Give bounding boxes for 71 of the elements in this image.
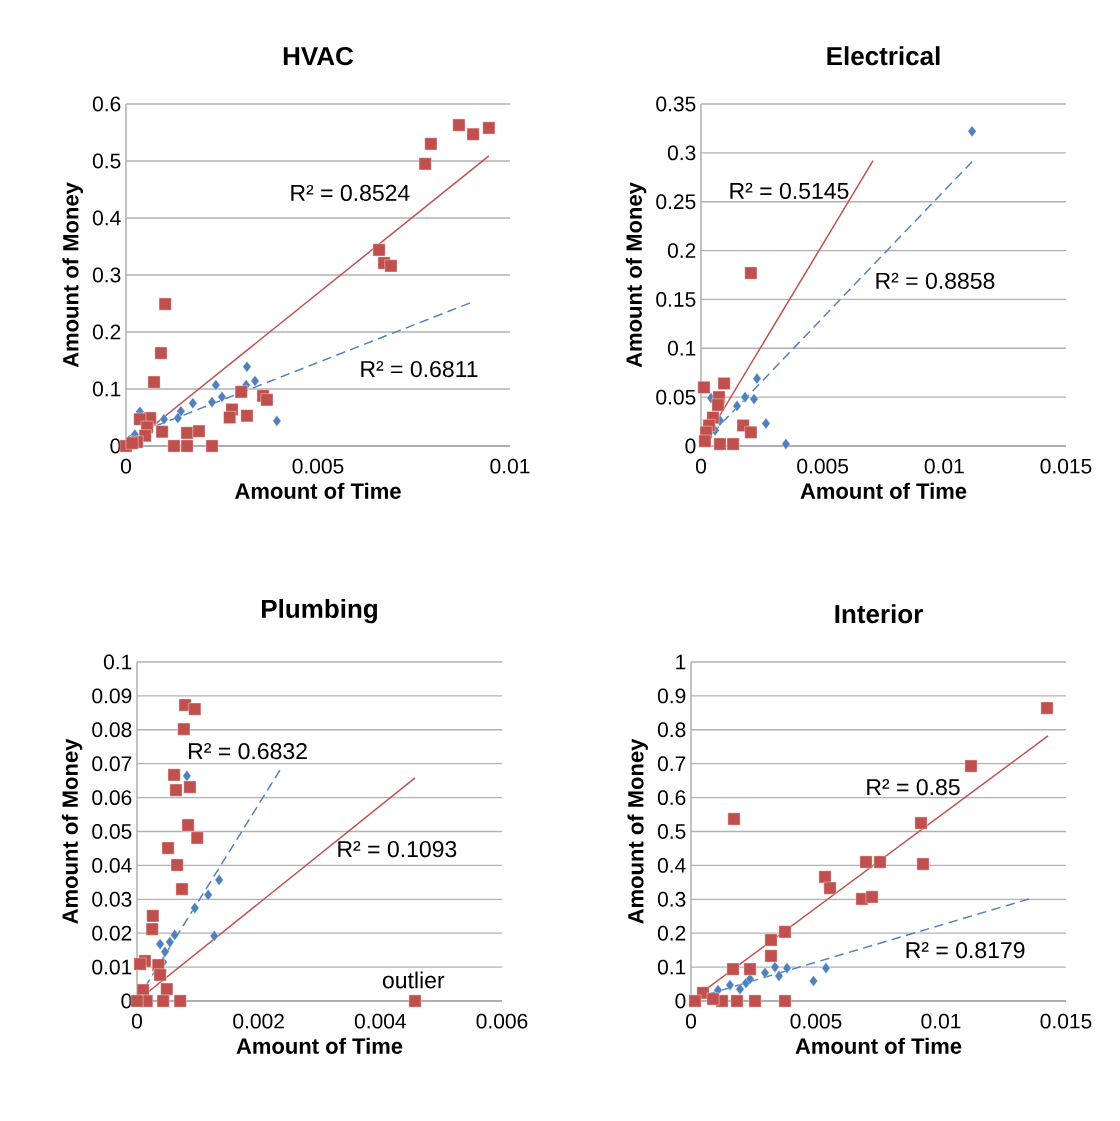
y-tick-label: 0.1 xyxy=(92,381,121,397)
y-tick-label: 0.06 xyxy=(92,790,132,806)
annotation: R² = 0.1093 xyxy=(338,840,457,858)
y-tick-label: 0.5 xyxy=(657,824,686,839)
x-axis-title: Amount of Time xyxy=(800,482,967,499)
annotation: R² = 0.8858 xyxy=(876,272,995,289)
annotation: R² = 0.8179 xyxy=(906,942,1025,959)
y-tick-label: 0.08 xyxy=(92,722,132,738)
x-tick-label: 0.005 xyxy=(790,1013,842,1029)
y-tick-label: 0.5 xyxy=(92,153,121,169)
y-tick-label: 0.05 xyxy=(656,389,696,405)
y-tick-label: 0.2 xyxy=(667,243,696,258)
chart-title: HVAC xyxy=(283,46,354,66)
x-tick-label: 0 xyxy=(695,458,707,474)
y-tick-label: 0.2 xyxy=(92,324,121,340)
y-tick-label: 0.8 xyxy=(657,722,686,738)
y-tick-label: 1 xyxy=(676,654,686,670)
y-tick-label: 0.03 xyxy=(92,891,132,907)
annotation: outlier xyxy=(382,971,445,989)
y-tick-label: 0.15 xyxy=(656,291,696,307)
y-tick-label: 0 xyxy=(675,993,686,1009)
y-tick-label: 0.1 xyxy=(103,654,132,670)
y-tick-label: 0 xyxy=(121,993,132,1009)
y-tick-label: 0.1 xyxy=(667,340,696,356)
x-tick-label: 0.005 xyxy=(292,458,344,474)
y-tick-label: 0.6 xyxy=(92,96,121,112)
annotation: R² = 0.85 xyxy=(867,778,960,796)
y-tick-label: 0.04 xyxy=(92,857,132,873)
annotation: R² = 0.6832 xyxy=(189,743,307,760)
annotation: R² = 0.5145 xyxy=(730,182,849,200)
annotation: R² = 0.6811 xyxy=(361,360,478,378)
y-tick-label: 0.7 xyxy=(657,756,686,772)
y-tick-label: 0.9 xyxy=(657,688,686,704)
annotation: R² = 0.8524 xyxy=(291,184,410,202)
chart-title: Plumbing xyxy=(262,598,377,624)
x-tick-label: 0.01 xyxy=(490,458,530,474)
x-tick-label: 0 xyxy=(131,1013,143,1029)
x-axis-title: Amount of Time xyxy=(236,1037,403,1054)
y-tick-label: 0.09 xyxy=(92,688,132,704)
x-tick-label: 0.006 xyxy=(476,1013,528,1029)
y-tick-label: 0.2 xyxy=(657,925,686,941)
y-tick-label: 0.3 xyxy=(657,891,686,907)
y-tick-label: 0 xyxy=(110,438,121,454)
y-tick-label: 0.3 xyxy=(667,145,696,161)
y-axis-title: Amount of Money xyxy=(627,738,648,924)
x-axis-title: Amount of Time xyxy=(795,1037,962,1054)
y-tick-label: 0.35 xyxy=(656,96,696,112)
x-tick-label: 0.01 xyxy=(924,458,964,474)
chart-title: Interior xyxy=(835,604,923,624)
y-tick-label: 0.4 xyxy=(92,210,121,226)
x-tick-label: 0.005 xyxy=(797,458,849,474)
chart-title: Electrical xyxy=(827,46,940,66)
y-tick-label: 0 xyxy=(685,438,696,454)
x-tick-label: 0.015 xyxy=(1040,458,1092,474)
y-tick-label: 0.07 xyxy=(92,756,132,772)
x-axis-title: Amount of Time xyxy=(235,482,401,499)
y-tick-label: 0.4 xyxy=(657,857,686,873)
x-tick-label: 0.015 xyxy=(1040,1013,1092,1029)
x-tick-label: 0.01 xyxy=(921,1013,961,1029)
y-tick-label: 0.6 xyxy=(657,790,686,806)
y-tick-label: 0.25 xyxy=(656,194,696,210)
y-axis-title: Amount of Money xyxy=(62,182,83,368)
y-axis-title: Amount of Money xyxy=(61,738,83,924)
x-tick-label: 0.004 xyxy=(354,1013,406,1029)
y-tick-label: 0.05 xyxy=(92,824,132,839)
y-tick-label: 0.02 xyxy=(92,925,132,941)
x-tick-label: 0.002 xyxy=(233,1013,284,1029)
y-tick-label: 0.3 xyxy=(92,267,121,283)
y-axis-title: Amount of Money xyxy=(625,182,647,368)
y-tick-label: 0.01 xyxy=(92,959,132,975)
y-tick-label: 0.1 xyxy=(657,959,686,975)
